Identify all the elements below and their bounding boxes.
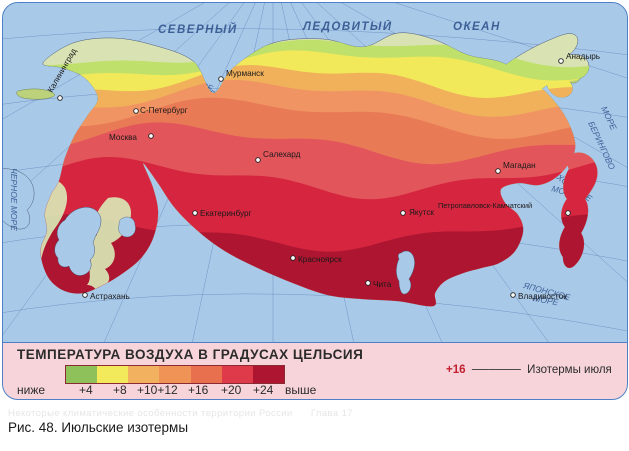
svg-text:Мурманск: Мурманск <box>226 69 264 78</box>
svg-text:Салехард: Салехард <box>263 150 301 159</box>
svg-text:Владивосток: Владивосток <box>518 292 567 301</box>
svg-text:Астрахань: Астрахань <box>90 292 130 301</box>
svg-text:Якутск: Якутск <box>409 208 434 217</box>
svg-text:С-Петербург: С-Петербург <box>140 106 188 115</box>
svg-text:Анадырь: Анадырь <box>566 52 600 61</box>
svg-text:Москва: Москва <box>109 133 137 142</box>
svg-text:Петропавловск-Камчатский: Петропавловск-Камчатский <box>438 201 532 210</box>
svg-text:ЧЕРНОЕ МОРЕ: ЧЕРНОЕ МОРЕ <box>9 168 19 231</box>
svg-text:ОКЕАН: ОКЕАН <box>453 21 501 33</box>
svg-text:СЕВЕРНЫЙ: СЕВЕРНЫЙ <box>158 23 238 36</box>
svg-text:ЛЕДОВИТЫЙ: ЛЕДОВИТЫЙ <box>302 20 393 33</box>
svg-text:Магадан: Магадан <box>503 161 536 170</box>
svg-text:Красноярск: Красноярск <box>298 255 342 264</box>
svg-text:Чита: Чита <box>373 280 392 289</box>
svg-text:Екатеринбург: Екатеринбург <box>200 209 252 218</box>
